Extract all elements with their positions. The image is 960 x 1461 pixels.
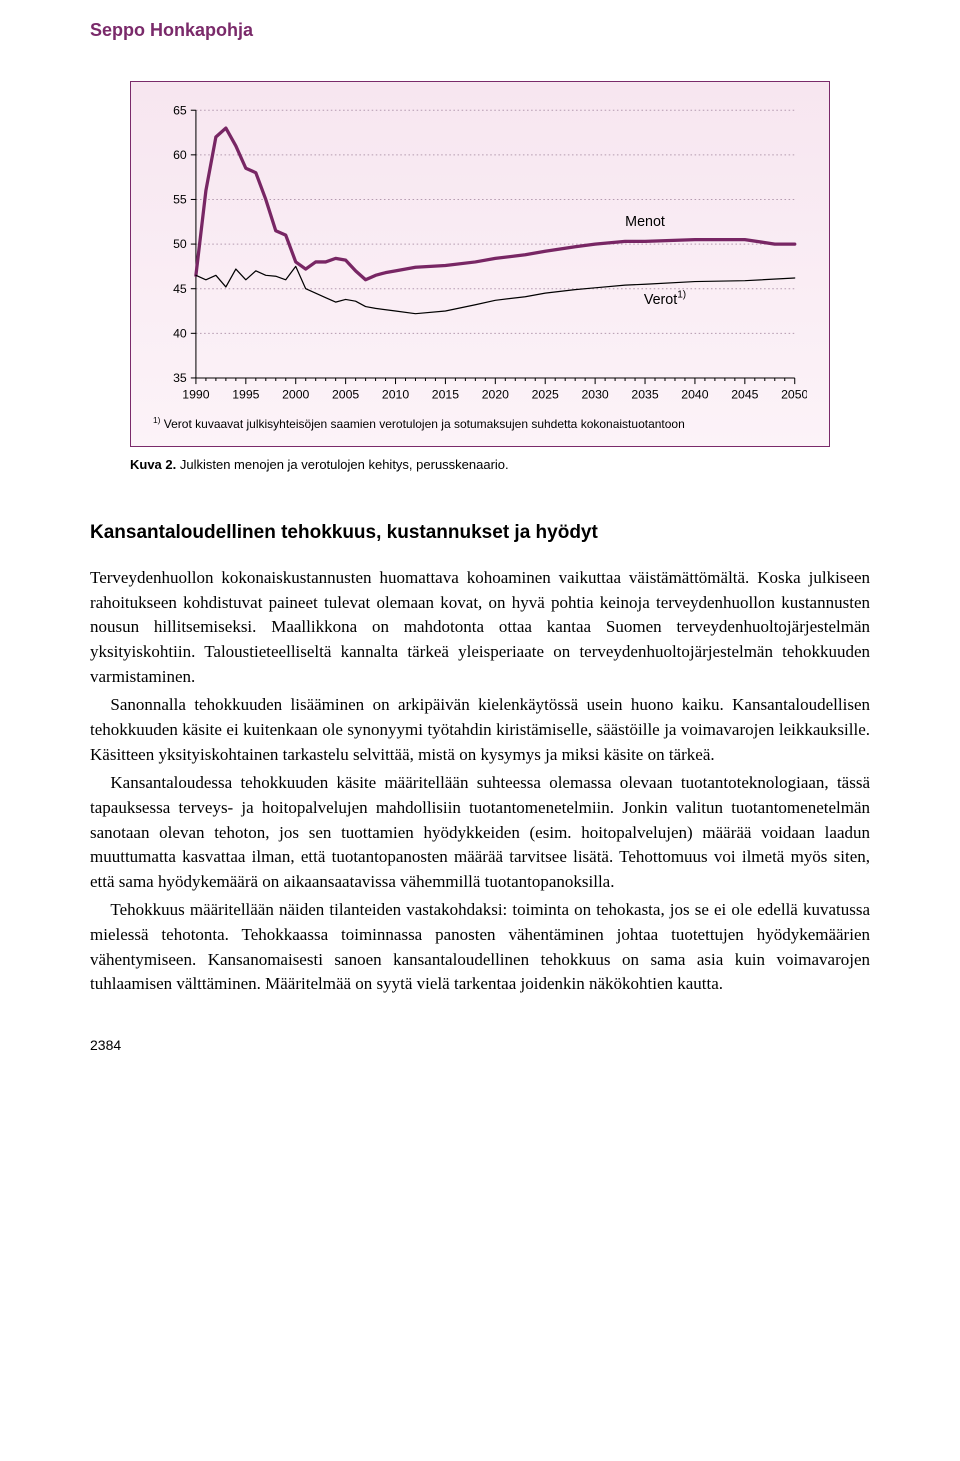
svg-text:2015: 2015: [432, 387, 459, 401]
chart-caption: Kuva 2. Julkisten menojen ja verotulojen…: [130, 457, 830, 472]
chart-container: 35 40 45 50 55 60 65% 1990 1995 2000 2005 2010 2015 2…: [130, 81, 830, 447]
chart-footnote: 1) Verot kuvaavat julkisyhteisöjen saami…: [153, 415, 807, 433]
svg-text:2000: 2000: [282, 387, 309, 401]
svg-text:2010: 2010: [382, 387, 409, 401]
svg-text:%: %: [176, 100, 187, 101]
svg-text:Menot: Menot: [625, 214, 665, 230]
body-paragraph: Sanonnalla tehokkuuden lisääminen on ark…: [90, 693, 870, 767]
body-paragraph: Terveydenhuollon kokonaiskustannusten hu…: [90, 566, 870, 689]
svg-text:2050: 2050: [781, 387, 807, 401]
body-paragraph: Kansantaloudessa tehokkuuden käsite määr…: [90, 771, 870, 894]
line-chart: 35 40 45 50 55 60 65% 1990 1995 2000 2005 2010 2015 2…: [153, 100, 807, 407]
svg-text:Verot1): Verot1): [644, 290, 686, 308]
section-heading: Kansantaloudellinen tehokkuus, kustannuk…: [90, 522, 870, 544]
svg-text:60: 60: [173, 148, 187, 162]
svg-text:2035: 2035: [631, 387, 658, 401]
caption-text: Julkisten menojen ja verotulojen kehitys…: [176, 457, 508, 472]
svg-text:55: 55: [173, 193, 187, 207]
body-text: Terveydenhuollon kokonaiskustannusten hu…: [90, 566, 870, 997]
svg-text:2025: 2025: [532, 387, 559, 401]
page-number: 2384: [90, 1037, 870, 1053]
svg-text:50: 50: [173, 237, 187, 251]
running-head: Seppo Honkapohja: [90, 20, 870, 41]
svg-text:40: 40: [173, 326, 187, 340]
body-paragraph: Tehokkuus määritellään näiden tilanteide…: [90, 898, 870, 997]
svg-text:2045: 2045: [731, 387, 758, 401]
svg-text:45: 45: [173, 282, 187, 296]
svg-text:2005: 2005: [332, 387, 359, 401]
svg-text:35: 35: [173, 371, 187, 385]
svg-text:2040: 2040: [681, 387, 708, 401]
caption-label: Kuva 2.: [130, 457, 176, 472]
svg-text:1990: 1990: [182, 387, 209, 401]
svg-text:2020: 2020: [482, 387, 509, 401]
svg-text:1995: 1995: [232, 387, 259, 401]
svg-text:2030: 2030: [581, 387, 608, 401]
footnote-text: Verot kuvaavat julkisyhteisöjen saamien …: [160, 417, 684, 431]
svg-text:65: 65: [173, 103, 187, 117]
